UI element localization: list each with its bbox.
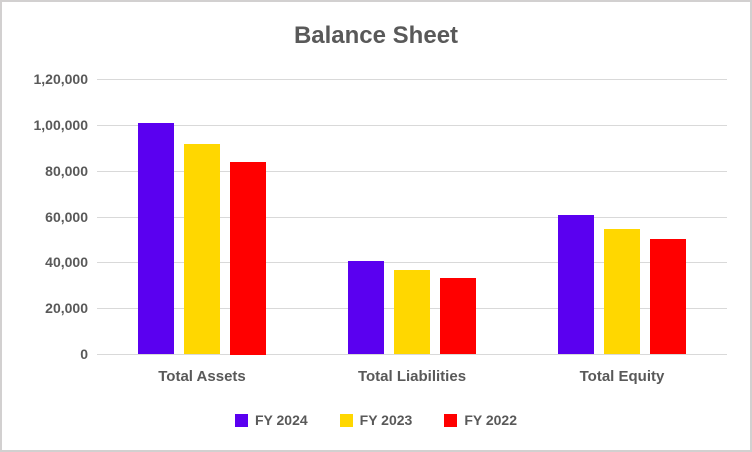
- gridline: [97, 262, 727, 263]
- x-category-label-total-liabilities: Total Liabilities: [357, 368, 467, 385]
- y-tick-label: 1,20,000: [33, 71, 89, 87]
- legend-swatch-icon: [444, 413, 458, 427]
- y-tick-label: 80,000: [45, 163, 88, 179]
- x-category-label-total-assets: Total Assets: [158, 368, 246, 385]
- legend-label: FY 2023: [359, 412, 413, 428]
- bar-fy-2023-total-liabilities: [394, 270, 430, 354]
- bar-fy-2022-total-assets: [230, 162, 266, 355]
- chart-title: Balance Sheet: [293, 22, 459, 49]
- gridline: [97, 79, 727, 80]
- legend-label: FY 2022: [464, 412, 517, 428]
- legend-label: FY 2024: [254, 412, 308, 428]
- y-tick-label: 40,000: [45, 254, 88, 270]
- legend-item-fy-2023: FY 2023: [339, 412, 413, 428]
- legend-swatch-icon: [339, 413, 353, 427]
- bar-fy-2024-total-equity: [558, 215, 594, 354]
- bar-fy-2022-total-liabilities: [440, 278, 476, 354]
- x-axis-line: [97, 354, 727, 355]
- gridline: [97, 125, 727, 126]
- y-tick-label: 1,00,000: [33, 117, 89, 133]
- legend-item-fy-2024: FY 2024: [234, 412, 308, 428]
- gridline: [97, 171, 727, 172]
- bar-fy-2022-total-equity: [650, 239, 686, 354]
- y-tick-label: 0: [80, 346, 88, 362]
- bar-fy-2023-total-equity: [604, 229, 640, 354]
- gridline: [97, 217, 727, 218]
- bar-fy-2024-total-liabilities: [348, 261, 384, 354]
- bar-fy-2023-total-assets: [184, 144, 220, 354]
- y-tick-label: 20,000: [45, 300, 88, 316]
- x-category-label-total-equity: Total Equity: [579, 368, 665, 385]
- legend-item-fy-2022: FY 2022: [444, 412, 517, 428]
- chart-legend: FY 2024 FY 2023 FY 2022: [2, 412, 750, 428]
- legend-swatch-icon: [234, 413, 248, 427]
- bar-fy-2024-total-assets: [138, 123, 174, 354]
- y-tick-label: 60,000: [45, 209, 88, 225]
